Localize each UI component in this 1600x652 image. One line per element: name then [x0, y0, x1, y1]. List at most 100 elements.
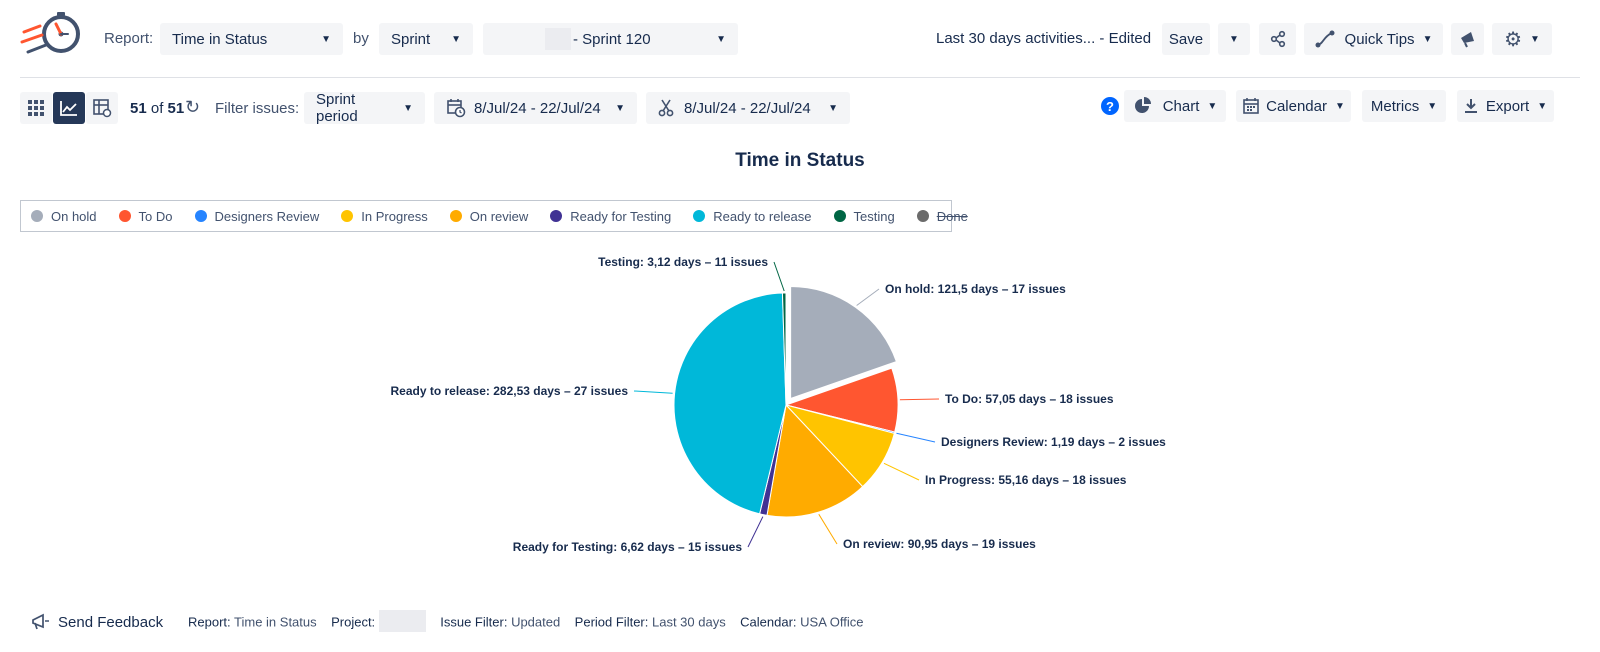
- chevron-down-icon: ▼: [1207, 100, 1218, 112]
- footer-meta: Report: Time in Status Project: Issue Fi…: [188, 610, 864, 632]
- sprint-dropdown[interactable]: - Sprint 120 ▼: [483, 23, 738, 55]
- stopwatch-logo-icon: [20, 12, 80, 54]
- calendar-clock-icon: [447, 99, 466, 118]
- chevron-down-icon: ▼: [451, 33, 461, 45]
- group-by-value: Sprint: [391, 30, 431, 48]
- export-button[interactable]: Export ▼: [1457, 90, 1554, 122]
- issue-count-of: of: [150, 100, 164, 117]
- by-label: by: [353, 30, 369, 47]
- chart-view-button[interactable]: [53, 92, 85, 124]
- announcements-button[interactable]: [1451, 23, 1484, 55]
- calendar-button[interactable]: Calendar ▼: [1236, 90, 1351, 122]
- legend-swatch: [550, 210, 563, 222]
- gear-icon: ⚙: [1504, 28, 1523, 51]
- legend-label: In Progress: [361, 208, 428, 224]
- legend-item-designers-review[interactable]: Designers Review: [194, 209, 319, 224]
- pie-slice-on-hold[interactable]: [790, 285, 898, 400]
- pie-chart: On hold: 121,5 days – 17 issues To Do: 57…: [391, 255, 1167, 554]
- quick-tips-button[interactable]: Quick Tips ▼: [1304, 23, 1443, 55]
- pie-slice-testing[interactable]: [781, 292, 787, 406]
- refresh-icon[interactable]: ↻: [185, 97, 201, 117]
- megaphone-icon: [1460, 32, 1474, 48]
- pie-connector-in-progress: [883, 462, 920, 481]
- pie-slice-on-review[interactable]: [766, 403, 864, 518]
- download-icon: [1464, 99, 1477, 113]
- period-date-range-dropdown[interactable]: 8/Jul/24 - 22/Jul/24 ▼: [434, 92, 637, 124]
- save-button[interactable]: Save: [1162, 23, 1210, 55]
- period-date-range-value: 8/Jul/24 - 22/Jul/24: [474, 99, 601, 117]
- sprint-value: - Sprint 120: [573, 30, 651, 48]
- footer-issue-filter-value: Updated: [511, 614, 561, 630]
- megaphone-icon: [32, 613, 49, 630]
- header-divider: [20, 77, 1580, 78]
- issue-count-current: 51: [130, 100, 147, 117]
- chart-type-button[interactable]: Chart ▼: [1124, 90, 1226, 122]
- cut-date-range-dropdown[interactable]: 8/Jul/24 - 22/Jul/24 ▼: [646, 92, 850, 124]
- chevron-down-icon: ▼: [1427, 100, 1438, 112]
- filter-issues-dropdown[interactable]: Sprint period ▼: [304, 91, 425, 125]
- legend-swatch: [31, 210, 43, 222]
- pie-connector-on-review: [818, 513, 838, 545]
- legend-item-ready-for-testing[interactable]: Ready for Testing: [550, 209, 671, 224]
- send-feedback-link[interactable]: Send Feedback: [30, 612, 163, 632]
- grid-icon: [28, 100, 44, 116]
- footer-calendar-key: Calendar:: [740, 614, 797, 630]
- pie-connector-on-hold: [856, 288, 880, 306]
- legend-item-in-progress[interactable]: In Progress: [341, 208, 428, 224]
- legend-swatch: [194, 210, 207, 222]
- legend-item-testing[interactable]: Testing: [833, 209, 895, 224]
- legend-item-ready-to-release[interactable]: Ready to release: [693, 209, 812, 224]
- legend-item-done[interactable]: Done: [916, 209, 968, 224]
- report-type-dropdown[interactable]: Time in Status ▼: [160, 23, 343, 55]
- view-name[interactable]: Last 30 days activities... - Edited: [936, 30, 1152, 47]
- legend-swatch: [693, 210, 706, 222]
- legend-item-on-review[interactable]: On review: [449, 208, 529, 224]
- legend-item-to-do[interactable]: To Do: [118, 208, 173, 224]
- pie-connector-ready-for-testing: [747, 516, 764, 548]
- pie-connector-ready-to-release: [633, 390, 673, 394]
- save-options-button[interactable]: ▼: [1218, 23, 1250, 55]
- settings-button[interactable]: ⚙ ▼: [1492, 23, 1552, 55]
- legend-swatch: [341, 210, 354, 222]
- chevron-down-icon: ▼: [828, 102, 838, 114]
- grid-view-button[interactable]: [20, 92, 52, 124]
- share-button[interactable]: [1259, 23, 1296, 55]
- help-icon[interactable]: ?: [1101, 97, 1119, 115]
- chart-title: Time in Status: [735, 150, 865, 171]
- footer-issue-filter-key: Issue Filter:: [440, 614, 508, 630]
- calendar-icon: [1243, 98, 1259, 114]
- legend-item-on-hold[interactable]: On hold: [31, 209, 97, 224]
- legend-swatch: [833, 210, 846, 222]
- chevron-down-icon: ▼: [403, 102, 413, 114]
- footer-period-filter-key: Period Filter:: [574, 614, 649, 630]
- pie-icon: [1134, 97, 1151, 113]
- quick-tips-label: Quick Tips: [1344, 30, 1415, 48]
- issue-count-total: 51: [167, 100, 185, 117]
- chevron-down-icon: ▼: [1334, 100, 1345, 112]
- chart-line-icon: [60, 101, 77, 116]
- footer-project-key: Project:: [331, 614, 376, 630]
- legend-swatch: [118, 210, 131, 222]
- pie-label-in-progress: In Progress: 55,16 days – 18 issues: [925, 473, 1127, 487]
- chevron-down-icon: ▼: [321, 33, 331, 45]
- legend-swatch: [916, 210, 929, 222]
- table-view-button[interactable]: [86, 92, 118, 124]
- path-icon: [1315, 30, 1335, 48]
- calendar-label: Calendar: [1266, 97, 1327, 115]
- pie-label-ready-to-release: Ready to release: 282,53 days – 27 issue…: [391, 384, 629, 398]
- table-icon: [93, 99, 112, 118]
- footer-calendar-value: USA Office: [800, 614, 864, 630]
- chevron-down-icon: ▼: [716, 33, 726, 45]
- legend-label: To Do: [138, 208, 173, 224]
- top-bar: Report: Time in Status ▼ by Sprint ▼ - S…: [0, 0, 1600, 78]
- pie-slice-ready-to-release[interactable]: [673, 292, 787, 515]
- redacted-field: [545, 28, 571, 50]
- group-by-dropdown[interactable]: Sprint ▼: [379, 23, 473, 55]
- pie-connector-designers-review: [896, 432, 936, 443]
- legend-label: On review: [469, 208, 529, 224]
- metrics-button[interactable]: Metrics ▼: [1362, 90, 1446, 122]
- chevron-down-icon: ▼: [615, 102, 625, 114]
- chart-legend: On hold To Do Designers Review In Progress O…: [20, 200, 968, 232]
- pie-label-ready-for-testing: Ready for Testing: 6,62 days – 15 issues: [513, 540, 743, 554]
- footer-report-value: Time in Status: [234, 614, 317, 630]
